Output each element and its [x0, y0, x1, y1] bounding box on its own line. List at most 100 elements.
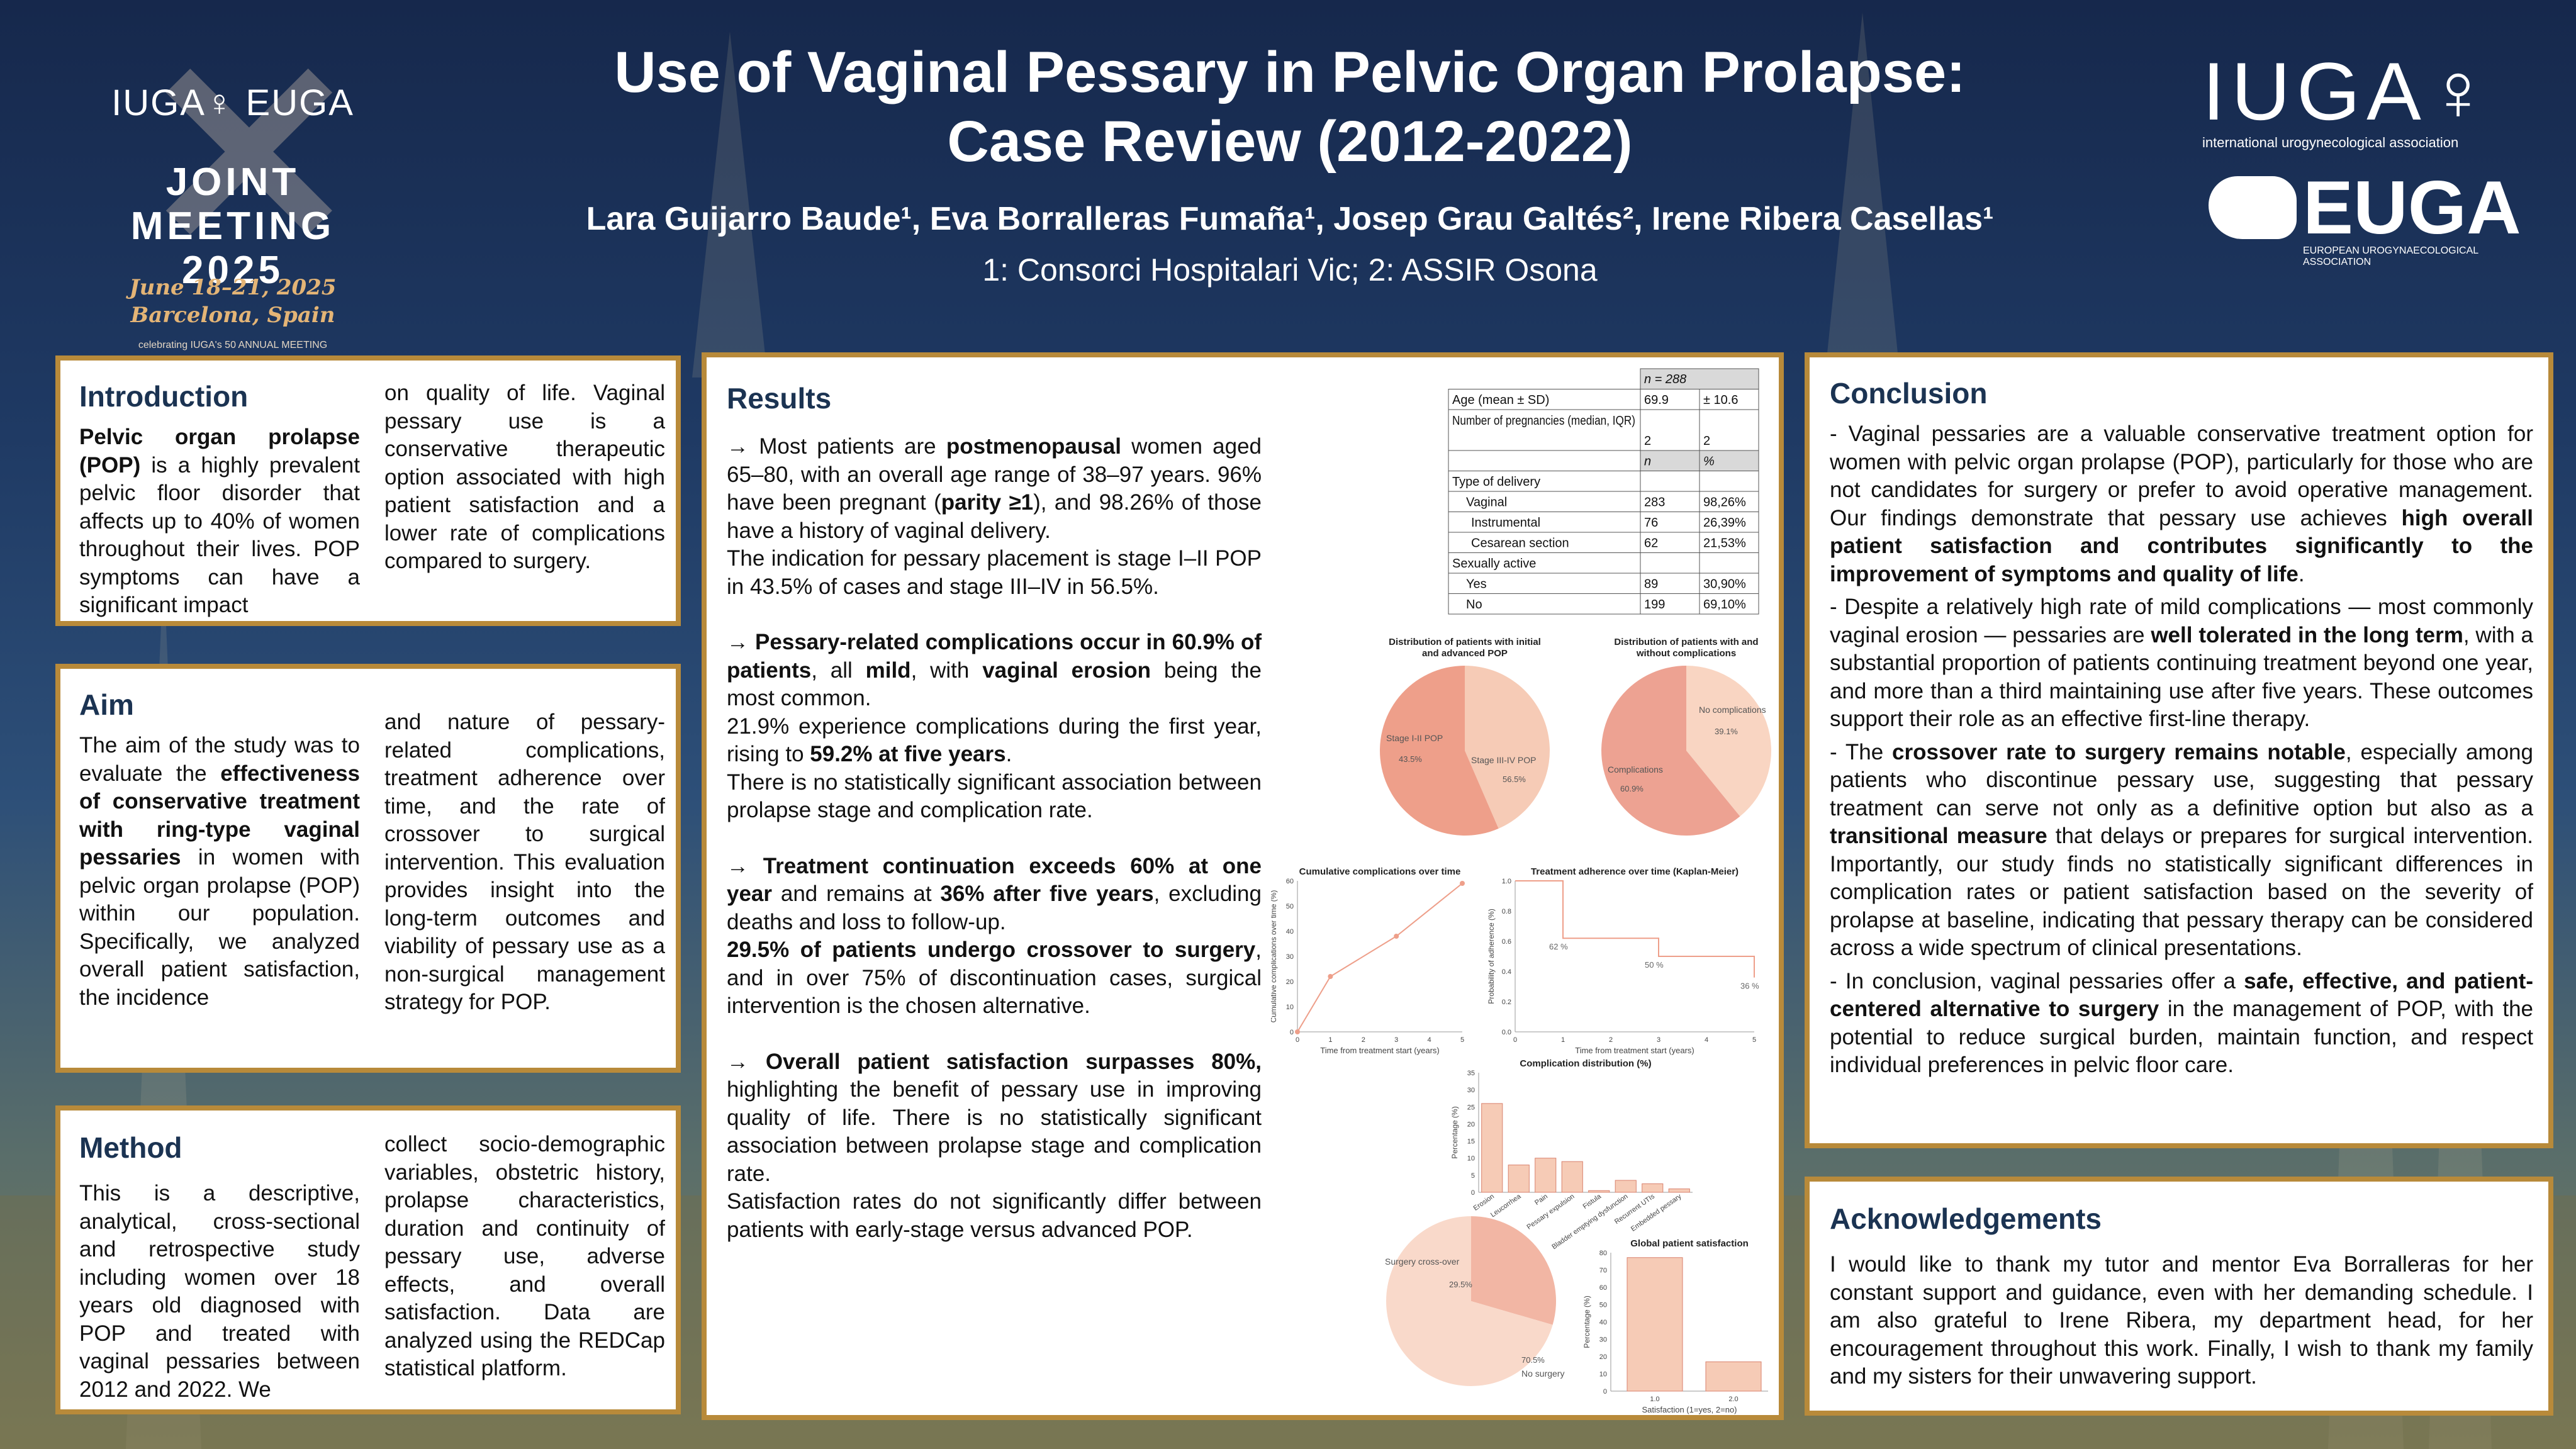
- aim-col1-text-b: in women with pelvic organ prolapse (POP…: [79, 845, 360, 1010]
- x-tick-label: 2: [1362, 1036, 1365, 1044]
- authors: Lara Guijarro Baude¹, Eva Borralleras Fu…: [586, 201, 1994, 237]
- chart-title-line: without complications: [1636, 648, 1736, 659]
- table-cell: [1448, 409, 1641, 451]
- y-tick-label: 0: [1603, 1388, 1607, 1396]
- y-tick-label: 20: [1286, 978, 1294, 986]
- x-tick-label: 2.0: [1728, 1396, 1738, 1403]
- table-cell-text: Vaginal: [1466, 496, 1507, 510]
- y-tick-label: 25: [1467, 1104, 1475, 1111]
- pie-slice: [1379, 666, 1499, 836]
- conclusion-p3-a: - The: [1830, 739, 1893, 764]
- y-tick-label: 15: [1467, 1138, 1475, 1146]
- chart-title-line: and advanced POP: [1422, 648, 1508, 659]
- meeting-anniversary: celebrating IUGA's 50 ANNUAL MEETING: [138, 340, 328, 350]
- table-cell-text: 69,10%: [1703, 598, 1746, 612]
- table-cell-text: Yes: [1466, 578, 1487, 591]
- introduction-box: Introduction Pelvic organ prolapse (POP)…: [55, 355, 681, 626]
- x-tick-label: Pessary expulsion: [1525, 1193, 1576, 1231]
- y-tick-label: 0.0: [1502, 1029, 1511, 1036]
- method-col1: This is a descriptive, analytical, cross…: [79, 1181, 360, 1402]
- euga-logo: EUGA EUROPEAN UROGYNAECOLOGICAL ASSOCIAT…: [2202, 170, 2521, 268]
- table-cell-text: 26,39%: [1703, 516, 1746, 530]
- x-tick-label: 5: [1460, 1036, 1464, 1044]
- conclusion-p4: - In conclusion, vaginal pessaries offer…: [1830, 968, 2533, 1080]
- results-heading: Results: [727, 382, 832, 415]
- x-tick-label: 1.0: [1650, 1396, 1659, 1403]
- x-tick-label: 4: [1705, 1036, 1708, 1044]
- table-cell: [1699, 552, 1759, 574]
- conclusion-p1-c: .: [2298, 561, 2305, 586]
- acknowledgements-heading: Acknowledgements: [1830, 1202, 2102, 1235]
- y-tick-label: 10: [1467, 1155, 1475, 1163]
- bar: [1481, 1103, 1503, 1193]
- x-tick-label: 2: [1609, 1036, 1613, 1044]
- title-line2: Case Review (2012-2022): [947, 109, 1633, 174]
- table-cell-text: 21,53%: [1703, 537, 1746, 551]
- y-tick-label: 10: [1599, 1371, 1607, 1379]
- aim-col2: and nature of pessary-related complicati…: [384, 710, 665, 1014]
- method-box: Method This is a descriptive, analytical…: [55, 1105, 681, 1414]
- y-tick-label: 0.4: [1502, 968, 1511, 976]
- meeting-logo: ✕ IUGA♀ EUGA JOINT MEETING 2025 June 18–…: [57, 25, 409, 351]
- y-tick-label: 20: [1599, 1353, 1607, 1361]
- table-cell-text: 2: [1644, 434, 1651, 448]
- method-heading: Method: [79, 1131, 182, 1164]
- x-tick-label: 4: [1428, 1036, 1431, 1044]
- chart-satisfaction: Global patient satisfaction 0 10 20 30 40 50 60…: [1582, 1238, 1768, 1414]
- x-tick-label: Embedded pessary: [1630, 1192, 1683, 1233]
- table-cell: [1448, 450, 1641, 471]
- chart-title-line: Distribution of patients with initial: [1389, 637, 1541, 647]
- bar: [1588, 1190, 1610, 1193]
- results-p4-b: 59.2% at five years: [810, 742, 1006, 766]
- bar: [1642, 1183, 1664, 1193]
- table-cell-text: Instrumental: [1471, 516, 1540, 530]
- results-p2: The indication for pessary placement is …: [727, 546, 1262, 599]
- table-cell: [1640, 532, 1700, 553]
- aim-col1-text-a: The aim of the study was to evaluate the: [79, 733, 360, 786]
- y-tick-label: 30: [1599, 1336, 1607, 1344]
- conclusion-p1-a: - Vaginal pessaries are a valuable conse…: [1830, 422, 2533, 530]
- bar: [1535, 1158, 1557, 1193]
- introduction-col1-text: is a highly prevalent pelvic floor disor…: [79, 452, 360, 618]
- y-axis-label: Probability of adherence (%): [1487, 909, 1496, 1004]
- results-figures: n = 288 Age (mean ± SD) 69.9 ± 10.6 Number o…: [1271, 368, 1771, 1414]
- line-point: [1328, 974, 1333, 979]
- y-tick-label: 30: [1467, 1087, 1475, 1094]
- table-cell-text: No: [1466, 598, 1482, 612]
- meeting-date-block: June 18–21, 2025 Barcelona, Spain: [57, 274, 409, 329]
- table-cell: [1699, 471, 1759, 492]
- table-cell-text: Number of pregnancies (median, IQR): [1452, 414, 1635, 428]
- results-p1-d: parity ≥1: [941, 490, 1034, 515]
- table-cell-text: 30,90%: [1703, 578, 1746, 591]
- table-n-header: n = 288: [1644, 372, 1686, 386]
- line-point: [1460, 881, 1465, 886]
- results-p4: 21.9% experience complications during th…: [727, 713, 1262, 769]
- y-axis-label: Cumulative complications over time (%): [1271, 890, 1278, 1023]
- table-cell-text: Sexually active: [1452, 557, 1536, 571]
- x-tick-label: 1: [1328, 1036, 1332, 1044]
- pie-value-label: 56.5%: [1503, 775, 1526, 784]
- chart-adherence: Treatment adherence over time (Kaplan-Me…: [1487, 866, 1759, 1055]
- aim-box: Aim The aim of the study was to evaluate…: [55, 664, 681, 1073]
- pie-value-label: 39.1%: [1715, 727, 1738, 736]
- x-tick-label: 1: [1561, 1036, 1565, 1044]
- conclusion-p3: - The crossover rate to surgery remains …: [1830, 739, 2533, 963]
- conclusion-p2-c: , with a substantial proportion of patie…: [1830, 622, 2533, 732]
- results-p3-d: , with: [910, 657, 983, 683]
- table-cell-text: 62: [1644, 537, 1658, 551]
- y-axis-label: Percentage (%): [1450, 1106, 1459, 1158]
- affiliations: 1: Consorci Hospitalari Vic; 2: ASSIR Os…: [982, 252, 1598, 288]
- results-p4-a: 21.9% experience complications during th…: [727, 713, 1262, 767]
- x-axis-label: Time from treatment start (years): [1575, 1046, 1694, 1055]
- chart-cumulative-complications: Cumulative complications over time010203…: [1271, 866, 1465, 1055]
- iuga-full-name: international urogynecological associati…: [2202, 135, 2459, 150]
- results-p6-c: 36% after five years: [940, 881, 1154, 906]
- results-p4-c: .: [1005, 742, 1012, 766]
- table-cell-text: ± 10.6: [1703, 393, 1738, 407]
- x-tick-label: 0: [1513, 1036, 1517, 1044]
- x-tick-label: Fistula: [1582, 1192, 1603, 1211]
- bar: [1705, 1361, 1762, 1392]
- pie-value-label: 60.9%: [1620, 784, 1644, 793]
- table-cell: [1448, 512, 1641, 533]
- y-tick-label: 1.0: [1502, 878, 1511, 885]
